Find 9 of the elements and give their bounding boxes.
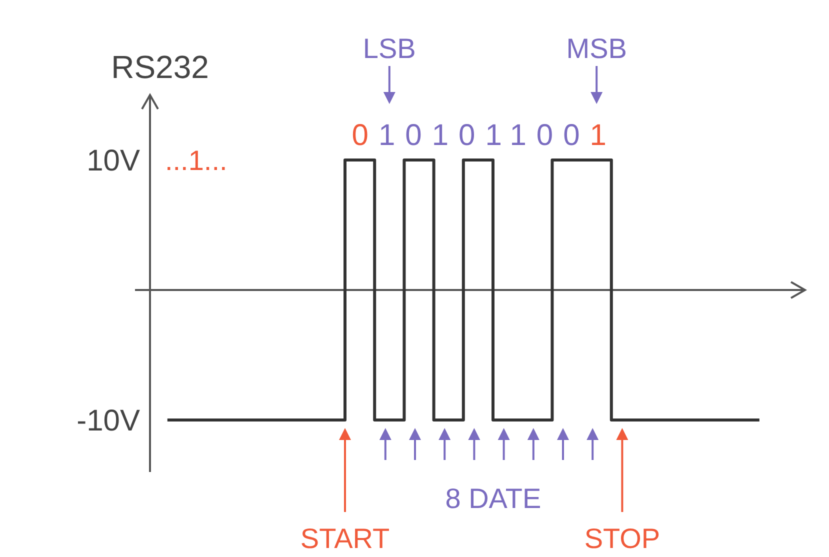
y-tick-label: 10V <box>86 144 140 178</box>
text: LSB <box>362 33 416 64</box>
text: STOP <box>584 523 660 554</box>
y-axis-title: RS232 <box>111 49 209 85</box>
text: START <box>300 523 390 554</box>
text: MSB <box>566 33 627 64</box>
text: 8 DATE <box>445 483 542 514</box>
annotation: ...1... <box>165 144 228 176</box>
y-tick-label: -10V <box>76 404 140 438</box>
